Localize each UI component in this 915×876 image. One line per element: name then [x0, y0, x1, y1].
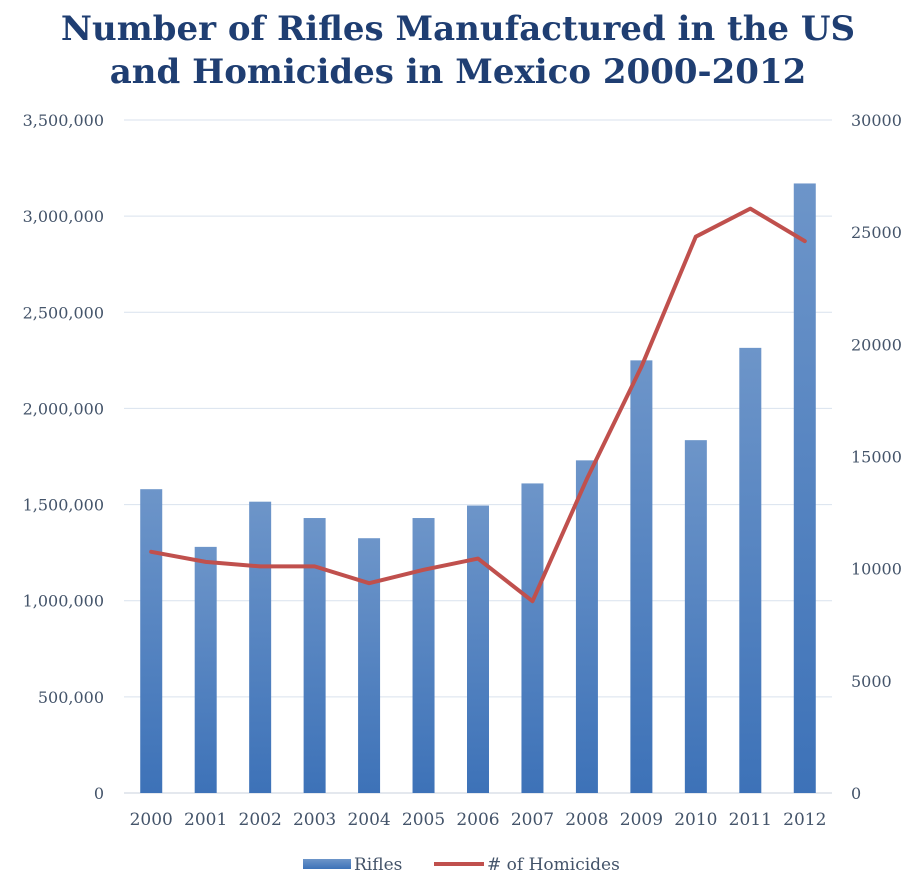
x-tick-label-2008: 2008 — [565, 810, 608, 830]
x-tick-label-2003: 2003 — [293, 810, 336, 830]
bar-rifles-2002 — [249, 501, 272, 793]
bar-rifles-2008 — [575, 460, 598, 793]
legend-swatch-rifles — [303, 859, 351, 869]
chart-title-line-2: and Homicides in Mexico 2000-2012 — [110, 52, 807, 92]
x-tick-label-2011: 2011 — [729, 810, 772, 830]
left-tick-label-0: 0 — [94, 784, 104, 803]
bar-rifles-2000 — [140, 489, 163, 793]
right-tick-label-1: 5000 — [851, 672, 892, 691]
legend-label-homicides: # of Homicides — [487, 855, 620, 875]
bar-rifles-2012 — [793, 183, 816, 793]
bar-rifles-2004 — [358, 538, 381, 793]
legend: Rifles # of Homicides — [303, 855, 620, 875]
right-tick-label-6: 30000 — [851, 111, 902, 130]
x-tick-label-2005: 2005 — [402, 810, 445, 830]
bar-series-rifles — [140, 183, 816, 793]
bar-rifles-2010 — [684, 440, 707, 793]
bar-rifles-2001 — [194, 546, 217, 793]
left-tick-label-3: 1,500,000 — [23, 496, 104, 515]
x-axis: 2000 2001 2002 2003 2004 2005 2006 2007 2008 2009… — [130, 810, 827, 830]
left-tick-label-4: 2,000,000 — [23, 399, 104, 418]
right-y-axis: 0 5000 10000 15000 20000 25000 30000 — [851, 111, 902, 803]
x-tick-label-2000: 2000 — [130, 810, 173, 830]
bar-rifles-2003 — [303, 518, 326, 793]
bar-rifles-2006 — [467, 505, 489, 793]
right-tick-label-0: 0 — [851, 784, 861, 803]
line-series-homicides — [149, 206, 807, 604]
right-tick-label-4: 20000 — [851, 335, 902, 354]
x-tick-label-2006: 2006 — [456, 810, 499, 830]
bar-rifles-2009 — [630, 360, 653, 793]
x-tick-label-2001: 2001 — [184, 810, 227, 830]
gridlines — [124, 119, 832, 794]
right-tick-label-3: 15000 — [851, 448, 902, 467]
x-tick-label-2002: 2002 — [239, 810, 282, 830]
x-tick-label-2012: 2012 — [783, 810, 826, 830]
chart-title-line-1: Number of Rifles Manufactured in the US — [61, 9, 855, 49]
left-tick-label-2: 1,000,000 — [23, 592, 104, 611]
left-tick-label-6: 3,000,000 — [23, 207, 104, 226]
right-tick-label-5: 25000 — [851, 223, 902, 242]
x-tick-label-2009: 2009 — [620, 810, 663, 830]
x-tick-label-2007: 2007 — [511, 810, 554, 830]
x-tick-label-2004: 2004 — [347, 810, 390, 830]
left-y-axis: 0 500,000 1,000,000 1,500,000 2,000,000 2,500… — [23, 111, 104, 803]
right-tick-label-2: 10000 — [851, 560, 902, 579]
left-tick-label-7: 3,500,000 — [23, 111, 104, 130]
left-tick-label-5: 2,500,000 — [23, 303, 104, 322]
x-tick-label-2010: 2010 — [674, 810, 717, 830]
left-tick-label-1: 500,000 — [38, 688, 104, 707]
bar-rifles-2005 — [412, 518, 435, 793]
legend-label-rifles: Rifles — [354, 855, 402, 875]
bar-rifles-2011 — [739, 347, 762, 793]
bar-rifles-2007 — [521, 483, 544, 793]
